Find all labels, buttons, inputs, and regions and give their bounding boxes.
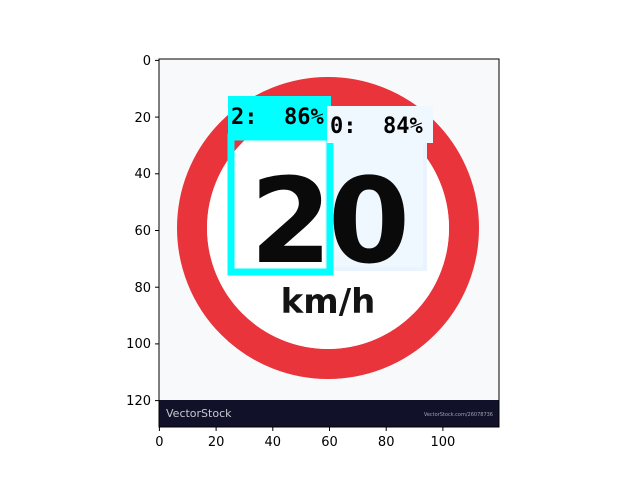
detection-label-0: 0: 84% — [330, 114, 423, 139]
x-tick-label: 60 — [321, 435, 338, 450]
y-tick-label: 20 — [134, 111, 151, 126]
x-axis: 0 20 40 60 80 100 — [155, 427, 455, 450]
detection-label-bg-2 — [228, 96, 331, 136]
y-axis: 0 20 40 60 80 100 120 — [126, 54, 159, 409]
detection-label-2: 2: 86% — [231, 105, 324, 130]
sign-number: 20 — [250, 152, 406, 290]
watermark-left: VectorStock — [166, 407, 232, 420]
y-tick-label: 40 — [134, 167, 151, 182]
image-area: 20 km/h 2: 86% 0: 84% VectorStock Vector… — [159, 59, 499, 427]
y-tick-label: 60 — [134, 224, 151, 239]
sign-red-ring — [177, 77, 479, 379]
y-tick-label: 80 — [134, 281, 151, 296]
watermark-footer — [159, 400, 499, 427]
x-tick-label: 0 — [155, 435, 163, 450]
y-tick-label: 0 — [143, 54, 151, 69]
x-tick-label: 100 — [430, 435, 455, 450]
y-tick-label: 100 — [126, 337, 151, 352]
detection-label-bg-0 — [327, 106, 433, 143]
x-tick-label: 80 — [378, 435, 395, 450]
y-tick-label: 120 — [126, 394, 151, 409]
x-tick-label: 40 — [265, 435, 282, 450]
watermark-right: VectorStock.com/26078736 — [424, 412, 493, 418]
x-tick-label: 20 — [208, 435, 225, 450]
sign-unit: km/h — [281, 282, 376, 322]
detection-box-2 — [227, 133, 334, 276]
